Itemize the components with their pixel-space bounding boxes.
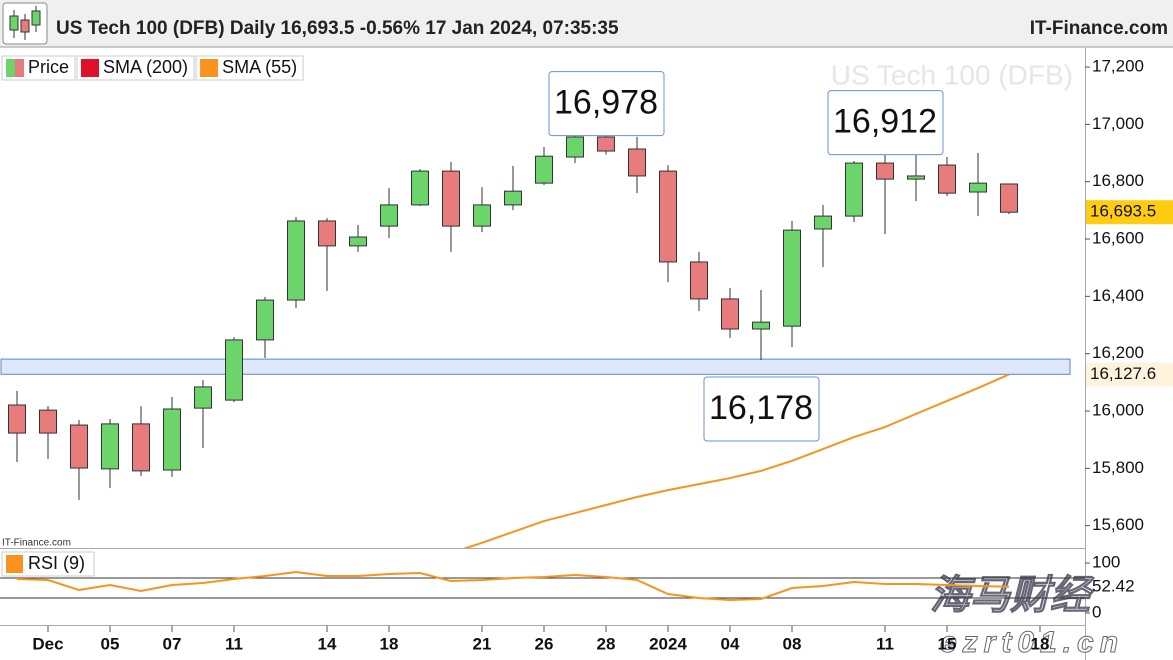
price-label-bg bbox=[1086, 200, 1173, 225]
candle-body bbox=[597, 136, 615, 152]
candle-body bbox=[256, 299, 274, 341]
x-tick-label: 15 bbox=[938, 634, 957, 653]
candle-body bbox=[566, 136, 584, 158]
x-tick-label: 28 bbox=[597, 634, 616, 653]
annotation-label: 16,978 bbox=[554, 84, 658, 122]
candle-body bbox=[101, 423, 119, 470]
legend-label: SMA (200) bbox=[103, 57, 188, 77]
candle-body bbox=[442, 170, 460, 227]
x-tick-label: 2024 bbox=[649, 634, 687, 653]
y-tick-label: 17,000 bbox=[1092, 114, 1144, 133]
x-tick-label: 04 bbox=[721, 634, 740, 653]
rsi-label: 52.42 bbox=[1092, 576, 1135, 595]
sma-label-bg bbox=[1086, 362, 1173, 387]
annotation-label: 16,178 bbox=[709, 389, 813, 427]
candle-body bbox=[287, 220, 305, 301]
legend-swatch bbox=[15, 59, 24, 77]
candle-body bbox=[1000, 183, 1018, 213]
x-tick-label: 26 bbox=[535, 634, 554, 653]
support-zone bbox=[0, 358, 1071, 375]
y-tick-label: 0 bbox=[1092, 602, 1101, 621]
legend-swatch bbox=[200, 59, 219, 77]
x-tick-label: 18 bbox=[1031, 634, 1050, 653]
candle-body bbox=[8, 404, 26, 434]
overlay-watermark-url: ezrt01.cn bbox=[940, 626, 1124, 659]
annotation-box bbox=[827, 90, 944, 156]
candle-body bbox=[628, 148, 646, 177]
overlay-watermark: 海马财经 bbox=[930, 574, 1095, 618]
candle-body bbox=[659, 170, 677, 263]
chart-watermark: US Tech 100 (DFB) bbox=[831, 59, 1073, 90]
candle-body bbox=[845, 162, 863, 217]
candle-body bbox=[938, 164, 956, 194]
candle-body bbox=[752, 321, 770, 330]
x-tick-label: 14 bbox=[318, 634, 337, 653]
app-icon bbox=[2, 2, 48, 45]
sma-label: 16,127.6 bbox=[1090, 364, 1156, 383]
header-bar bbox=[0, 0, 1173, 47]
y-tick-label: 16,600 bbox=[1092, 229, 1144, 248]
y-tick-label: 16,200 bbox=[1092, 343, 1144, 362]
legend-label: Price bbox=[28, 57, 69, 77]
annotation-box bbox=[548, 71, 665, 137]
candle-body bbox=[876, 162, 894, 180]
candle-body bbox=[318, 220, 336, 247]
candle-body bbox=[473, 204, 491, 227]
candle-body bbox=[225, 339, 243, 401]
candle-body bbox=[969, 182, 987, 193]
legend-label: SMA (55) bbox=[222, 57, 297, 77]
x-tick-label: 05 bbox=[101, 634, 120, 653]
y-tick-label: 100 bbox=[1092, 552, 1120, 571]
plot-area bbox=[0, 130, 1071, 548]
candle-body bbox=[814, 215, 832, 230]
sma-line bbox=[462, 373, 1010, 548]
x-tick-label: 07 bbox=[163, 634, 182, 653]
y-tick-label: 16,000 bbox=[1092, 400, 1144, 419]
rsi-line bbox=[16, 570, 1010, 602]
candle-body bbox=[690, 261, 708, 300]
y-tick-label: 15,600 bbox=[1092, 515, 1144, 534]
candle-body bbox=[132, 423, 150, 472]
candle-body bbox=[194, 386, 212, 409]
x-tick-label: 21 bbox=[473, 634, 492, 653]
candle-body bbox=[504, 190, 522, 206]
candle-body bbox=[349, 236, 367, 247]
header-title: US Tech 100 (DFB) Daily 16,693.5 -0.56% … bbox=[56, 18, 619, 39]
candle-body bbox=[721, 298, 739, 330]
x-tick-label: 08 bbox=[783, 634, 802, 653]
x-tick-label: Dec bbox=[32, 634, 63, 653]
candle-body bbox=[783, 229, 801, 327]
legend-label: RSI (9) bbox=[28, 553, 85, 573]
y-tick-label: 17,200 bbox=[1092, 57, 1144, 76]
source-label: IT-Finance.com bbox=[2, 538, 71, 549]
legend-item: SMA (55) bbox=[195, 55, 304, 81]
x-tick-label: 18 bbox=[380, 634, 399, 653]
price-label: 16,693.5 bbox=[1090, 202, 1156, 221]
legend-item: Price bbox=[1, 55, 76, 81]
x-tick-label: 11 bbox=[876, 634, 894, 653]
y-tick-label: 15,800 bbox=[1092, 458, 1144, 477]
candle-body bbox=[907, 175, 925, 180]
x-tick-label: 11 bbox=[225, 634, 243, 653]
annotation-box bbox=[703, 376, 820, 442]
legend-swatch bbox=[6, 59, 15, 77]
legend-swatch bbox=[6, 555, 23, 573]
legend-swatch bbox=[81, 59, 100, 77]
annotation-label: 16,912 bbox=[833, 103, 937, 141]
candle-body bbox=[380, 204, 398, 227]
candle-body bbox=[535, 155, 553, 184]
y-tick-label: 16,800 bbox=[1092, 171, 1144, 190]
candle-body bbox=[411, 170, 429, 206]
header-brand[interactable]: IT-Finance.com bbox=[1030, 18, 1168, 39]
candle-body bbox=[163, 408, 181, 471]
legend-item: SMA (200) bbox=[76, 55, 195, 81]
candle-body bbox=[70, 424, 88, 469]
y-tick-label: 16,400 bbox=[1092, 286, 1144, 305]
candle-body bbox=[39, 409, 57, 434]
